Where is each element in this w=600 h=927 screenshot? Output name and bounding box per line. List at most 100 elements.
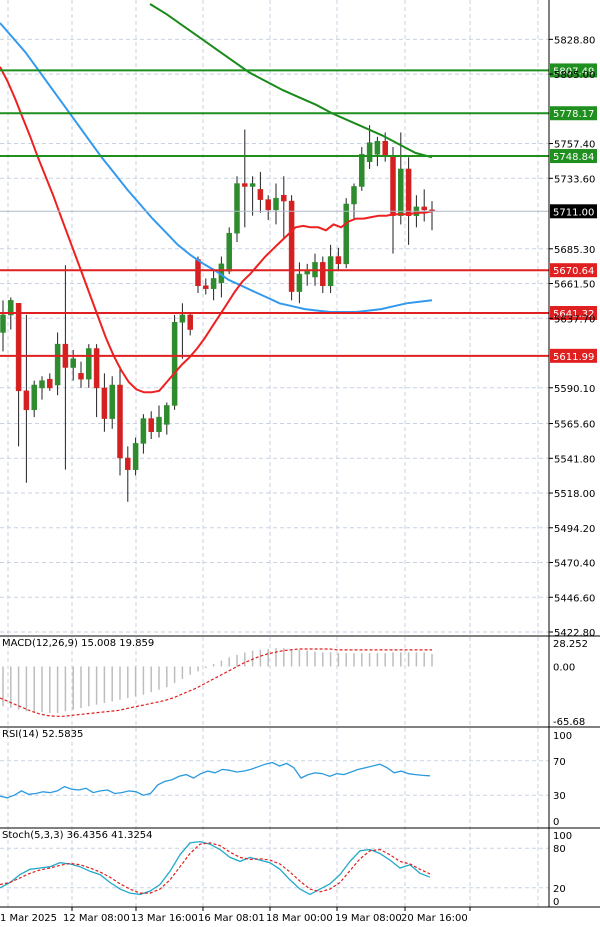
price-tick-label: 5494.20 <box>554 524 595 535</box>
price-tick-label: 5637.70 <box>554 314 595 325</box>
current-price-tag <box>550 204 597 219</box>
moving-average-green <box>149 3 433 159</box>
candle-body[interactable] <box>171 321 178 406</box>
candle-body[interactable] <box>140 418 147 444</box>
candle-body[interactable] <box>47 378 53 389</box>
candle-body[interactable] <box>203 285 209 289</box>
resistance-level-value: 5807.49 <box>553 66 594 77</box>
candle-body[interactable] <box>257 189 264 200</box>
stoch-tick-label: 100 <box>553 831 572 842</box>
price-panel[interactable]: 5807.49 5778.17 5748.84 5670.64 5641.32 5611.… <box>0 3 597 502</box>
candle-body[interactable] <box>265 199 271 211</box>
rsi-tick-label: 100 <box>553 731 572 742</box>
time-tick-label: 13 Mar 16:00 <box>131 913 198 924</box>
rsi-panel[interactable]: RSI(14) 52.5835 <box>0 729 549 799</box>
candle-body[interactable] <box>226 232 232 272</box>
macd-tick-label: -65.68 <box>553 717 585 728</box>
macd-panel[interactable]: MACD(12,26,9) 15.008 19.859 <box>0 638 433 717</box>
candle-body[interactable] <box>405 168 412 216</box>
support-level-tag <box>550 263 597 278</box>
candle-body[interactable] <box>179 314 186 323</box>
time-tick-label: 16 Mar 08:01 <box>198 913 265 924</box>
macd-tick-label: 28.252 <box>553 639 588 650</box>
stoch-k-line <box>0 840 431 896</box>
time-tick-label: 19 Mar 08:00 <box>335 913 402 924</box>
candle-body[interactable] <box>366 142 373 162</box>
candle-body[interactable] <box>54 343 61 386</box>
price-tick-label: 5590.10 <box>554 384 595 395</box>
candle-body[interactable] <box>93 348 100 389</box>
time-tick-label: 20 Mar 16:00 <box>401 913 468 924</box>
candle-body[interactable] <box>249 183 256 187</box>
candle-body[interactable] <box>273 197 279 211</box>
candle-body[interactable] <box>39 380 45 389</box>
candle-body[interactable] <box>374 140 381 155</box>
candle-body[interactable] <box>398 168 404 216</box>
price-tick-label: 5805.00 <box>554 70 595 81</box>
macd-signal-line <box>0 648 432 717</box>
stoch-tick-label: 80 <box>553 844 566 855</box>
candle-body[interactable] <box>132 443 139 470</box>
moving-average-red <box>0 66 433 394</box>
candle-body[interactable] <box>156 416 162 432</box>
resistance-level-tag <box>550 149 597 164</box>
candle-body[interactable] <box>320 262 326 286</box>
candle-body[interactable] <box>195 259 201 286</box>
resistance-level-tag <box>550 63 597 78</box>
time-tick-label: 18 Mar 00:00 <box>266 913 333 924</box>
stoch-panel[interactable]: Stoch(5,3,3) 36.4356 41.3254 <box>0 830 549 896</box>
price-tick-label: 5470.40 <box>554 559 595 570</box>
candle-body[interactable] <box>382 140 388 157</box>
support-level-tag <box>550 348 597 363</box>
candle-body[interactable] <box>296 273 303 292</box>
price-tick-label: 5757.40 <box>554 140 595 151</box>
candle-body[interactable] <box>288 200 295 292</box>
candle-body[interactable] <box>335 256 342 265</box>
candle-body[interactable] <box>187 314 193 330</box>
candle-body[interactable] <box>242 183 248 187</box>
candle-body[interactable] <box>234 183 240 234</box>
candle-body[interactable] <box>70 358 76 368</box>
candle-body[interactable] <box>359 154 365 187</box>
candle-body[interactable] <box>101 387 108 419</box>
stoch-d-line <box>0 842 431 894</box>
support-level-value: 5641.32 <box>553 309 594 320</box>
macd-tick-label: 0.00 <box>553 662 575 673</box>
stoch-tick-label: 20 <box>553 884 566 895</box>
time-tick-label: 1 Mar 2025 <box>0 913 57 924</box>
support-level-value: 5670.64 <box>553 266 594 277</box>
candle-body[interactable] <box>15 303 22 392</box>
candle-body[interactable] <box>78 373 84 380</box>
candle-body[interactable] <box>343 203 349 265</box>
stoch-tick-label: 0 <box>553 897 559 908</box>
price-tick-label: 5685.30 <box>554 245 595 256</box>
candle-body[interactable] <box>23 390 30 411</box>
rsi-label: RSI(14) 52.5835 <box>2 729 83 740</box>
candle-body[interactable] <box>351 186 357 205</box>
candle-body[interactable] <box>86 348 92 380</box>
price-tick-label: 5661.50 <box>554 280 595 291</box>
candle-body[interactable] <box>148 418 154 432</box>
time-tick-label: 12 Mar 08:00 <box>63 913 130 924</box>
support-level-value: 5611.99 <box>553 352 594 363</box>
candle-body[interactable] <box>117 384 123 459</box>
price-tick-label: 5733.60 <box>554 174 595 185</box>
stoch-label: Stoch(5,3,3) 36.4356 41.3254 <box>2 830 153 841</box>
candle-body[interactable] <box>0 314 6 333</box>
candle-body[interactable] <box>421 206 427 211</box>
price-tick-label: 5446.60 <box>554 593 595 604</box>
candle-body[interactable] <box>390 155 396 216</box>
candle-body[interactable] <box>210 278 217 289</box>
candle-body[interactable] <box>164 405 170 425</box>
candle-body[interactable] <box>281 194 287 202</box>
price-tick-label: 5518.00 <box>554 489 595 500</box>
candle-body[interactable] <box>8 300 14 316</box>
candle-body[interactable] <box>304 270 310 275</box>
candle-body[interactable] <box>109 384 115 419</box>
candle-body[interactable] <box>125 457 131 470</box>
price-tick-label: 5541.80 <box>554 454 595 465</box>
candle-body[interactable] <box>31 384 37 411</box>
